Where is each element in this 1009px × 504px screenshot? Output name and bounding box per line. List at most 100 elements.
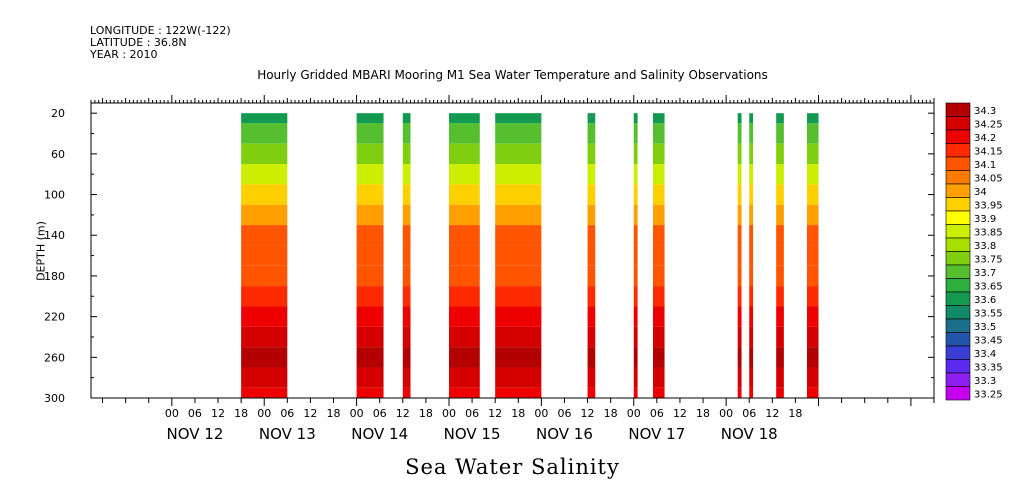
contour-cell — [776, 286, 784, 307]
x-tick-label: 18 — [327, 407, 341, 420]
day-label: NOV 18 — [721, 425, 778, 443]
colorbar-label: 33.95 — [974, 200, 1003, 211]
contour-cell — [356, 225, 384, 246]
colorbar-label: 33.85 — [974, 227, 1003, 238]
x-tick-label: 06 — [373, 407, 387, 420]
contour-cell — [737, 225, 742, 246]
contour-cell — [402, 367, 411, 388]
contour-cell — [587, 265, 596, 287]
contour-cell — [737, 265, 742, 287]
contour-cell — [737, 387, 742, 398]
contour-cell — [495, 113, 542, 124]
x-tick-label: 12 — [488, 407, 502, 420]
colorbar-swatch — [945, 156, 971, 171]
x-tick-label: 12 — [211, 407, 225, 420]
contour-cell — [653, 347, 665, 368]
x-tick-label: 06 — [557, 407, 571, 420]
contour-cell — [587, 387, 596, 398]
y-tick-label: 20 — [51, 107, 65, 120]
x-tick-label: 12 — [396, 407, 410, 420]
colorbar-swatch — [945, 237, 971, 252]
y-tick-label: 220 — [44, 311, 65, 324]
contour-cell — [776, 326, 784, 348]
contour-cell — [737, 204, 742, 226]
contour-cell — [776, 113, 784, 124]
contour-cell — [737, 113, 742, 124]
contour-cell — [806, 265, 819, 287]
contour-cell — [448, 326, 480, 348]
x-tick-label: 06 — [465, 407, 479, 420]
chart-title: Hourly Gridded MBARI Mooring M1 Sea Wate… — [257, 68, 768, 82]
contour-cell — [749, 387, 754, 398]
contour-cell — [495, 265, 542, 287]
contour-cell — [402, 143, 411, 165]
plot-frame — [90, 102, 935, 399]
contour-cell — [776, 225, 784, 246]
contour-cell — [241, 326, 288, 348]
contour-cell — [448, 225, 480, 246]
x-tick-label: 18 — [511, 407, 525, 420]
contour-cell — [737, 184, 742, 205]
colorbar-label: 34.25 — [974, 119, 1003, 130]
colorbar-swatch — [945, 359, 971, 374]
contour-cell — [495, 326, 542, 348]
contour-cell — [356, 286, 384, 307]
contour-cell — [241, 143, 288, 165]
contour-cell — [356, 326, 384, 348]
y-tick-label: 60 — [51, 148, 65, 161]
longitude-label: LONGITUDE : 122W(-122) — [90, 24, 231, 37]
day-label: NOV 17 — [628, 425, 685, 443]
colorbar-swatch — [945, 129, 971, 144]
colorbar-label: 33.35 — [974, 362, 1003, 373]
x-tick-label: 00 — [442, 407, 456, 420]
x-tick-label: 00 — [257, 407, 271, 420]
contour-cell — [495, 286, 542, 307]
contour-cell — [587, 113, 596, 124]
contour-cell — [448, 306, 480, 327]
contour-cell — [587, 184, 596, 205]
contour-cell — [653, 225, 665, 246]
contour-cell — [653, 286, 665, 307]
contour-cell — [776, 164, 784, 185]
y-tick-label: 140 — [44, 229, 65, 242]
contour-cell — [402, 164, 411, 185]
contour-cell — [356, 143, 384, 165]
colorbar-swatch — [945, 305, 971, 320]
contour-cell — [776, 204, 784, 226]
contour-cell — [402, 225, 411, 246]
contour-cells — [241, 113, 819, 398]
contour-cell — [495, 123, 542, 144]
day-label: NOV 14 — [351, 425, 408, 443]
contour-cell — [653, 265, 665, 287]
contour-cell — [776, 143, 784, 165]
colorbar-label: 33.65 — [974, 281, 1003, 292]
contour-cell — [587, 164, 596, 185]
contour-cell — [402, 306, 411, 327]
colorbar-label: 34.2 — [974, 133, 996, 144]
contour-cell — [806, 143, 819, 165]
contour-cell — [653, 245, 665, 266]
axes: 20 60 100 140 180 220 260 300 00 06 12 18 00 06 12 18 00… — [44, 95, 935, 443]
contour-cell — [737, 347, 742, 368]
contour-cell — [806, 387, 819, 398]
contour-cell — [749, 225, 754, 246]
contour-cell — [749, 113, 754, 124]
contour-cell — [448, 123, 480, 144]
contour-cell — [776, 265, 784, 287]
colorbar-swatch — [945, 102, 971, 117]
colorbar-label: 33.7 — [974, 268, 996, 279]
contour-cell — [633, 123, 638, 144]
x-tick-label: 06 — [650, 407, 664, 420]
colorbar-label: 34.3 — [974, 106, 996, 117]
contour-cell — [737, 286, 742, 307]
contour-cell — [776, 245, 784, 266]
contour-cell — [633, 326, 638, 348]
contour-cell — [402, 123, 411, 144]
contour-cell — [402, 286, 411, 307]
colorbar-label: 33.5 — [974, 322, 996, 333]
contour-cell — [776, 306, 784, 327]
contour-cell — [495, 143, 542, 165]
contour-cell — [356, 123, 384, 144]
contour-cell — [448, 245, 480, 266]
